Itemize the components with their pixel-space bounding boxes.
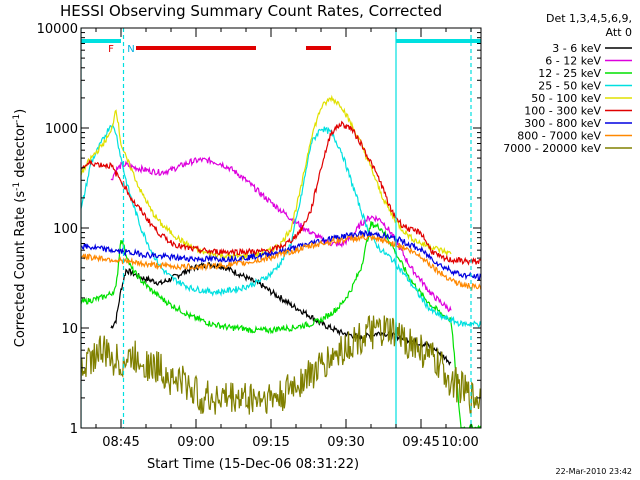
y-axis-label-end: )	[13, 109, 28, 114]
legend-label-6: 100 - 300 keV	[524, 105, 601, 118]
y-axis-label-mid: detector	[13, 122, 28, 182]
x-tick-label-6: 10:00	[441, 435, 478, 450]
series-line-8	[81, 233, 481, 292]
flag-label-f: F	[108, 44, 114, 55]
series-line-6	[81, 120, 481, 266]
y-axis-label-sup1: -1	[12, 182, 22, 191]
y-tick-label-3: 100	[53, 222, 78, 237]
x-tick-label-2: 09:00	[177, 435, 214, 450]
flag-bar-2	[396, 39, 481, 43]
y-tick-label-5: 10000	[37, 22, 78, 37]
y-tick-label-4: 1000	[45, 122, 78, 137]
x-tick-label-1: 08:45	[102, 435, 139, 450]
y-axis-label-sup2: -1	[12, 114, 22, 123]
legend-label-3: 12 - 25 keV	[538, 67, 601, 80]
x-tick-label-4: 09:30	[327, 435, 364, 450]
chart-title: HESSI Observing Summary Count Rates, Cor…	[60, 2, 442, 20]
y-axis-ticks: 1 10 100 1000 10000	[37, 22, 481, 437]
legend-label-2: 6 - 12 keV	[545, 55, 601, 68]
series-layer	[81, 94, 481, 428]
footer-timestamp: 22-Mar-2010 23:42	[556, 467, 633, 476]
markers-layer	[81, 28, 481, 428]
y-tick-label-2: 10	[61, 322, 78, 337]
flare-bar-1	[136, 46, 256, 50]
x-tick-label-5: 09:45	[402, 435, 439, 450]
y-tick-label-1: 1	[70, 422, 78, 437]
legend-label-7: 300 - 800 keV	[524, 117, 601, 130]
legend-label-1: 3 - 6 keV	[552, 42, 601, 55]
series-line-4	[81, 122, 481, 329]
legend-header-1: Det 1,3,4,5,6,9,	[546, 12, 632, 25]
series-line-5	[81, 94, 452, 262]
x-axis-ticks: 08:45 09:00 09:15 09:30 09:45 10:00	[95, 28, 479, 450]
flag-bar-1	[81, 39, 121, 43]
y-axis-label: Corrected Count Rate (s-1 detector-1)	[12, 109, 28, 347]
legend-label-5: 50 - 100 keV	[531, 92, 601, 105]
legend-label-8: 800 - 7000 keV	[517, 130, 601, 143]
flare-bar-2	[306, 46, 331, 50]
x-tick-label-3: 09:15	[252, 435, 289, 450]
legend-label-9: 7000 - 20000 keV	[503, 142, 601, 155]
series-line-9	[81, 315, 481, 415]
legend-header-2: Att 0	[606, 26, 632, 39]
flag-label-n: N	[127, 44, 134, 55]
series-line-7	[81, 229, 481, 281]
x-axis-label: Start Time (15-Dec-06 08:31:22)	[147, 457, 359, 472]
y-axis-label-main: Corrected Count Rate (s	[13, 191, 28, 348]
legend-label-4: 25 - 50 keV	[538, 80, 601, 93]
